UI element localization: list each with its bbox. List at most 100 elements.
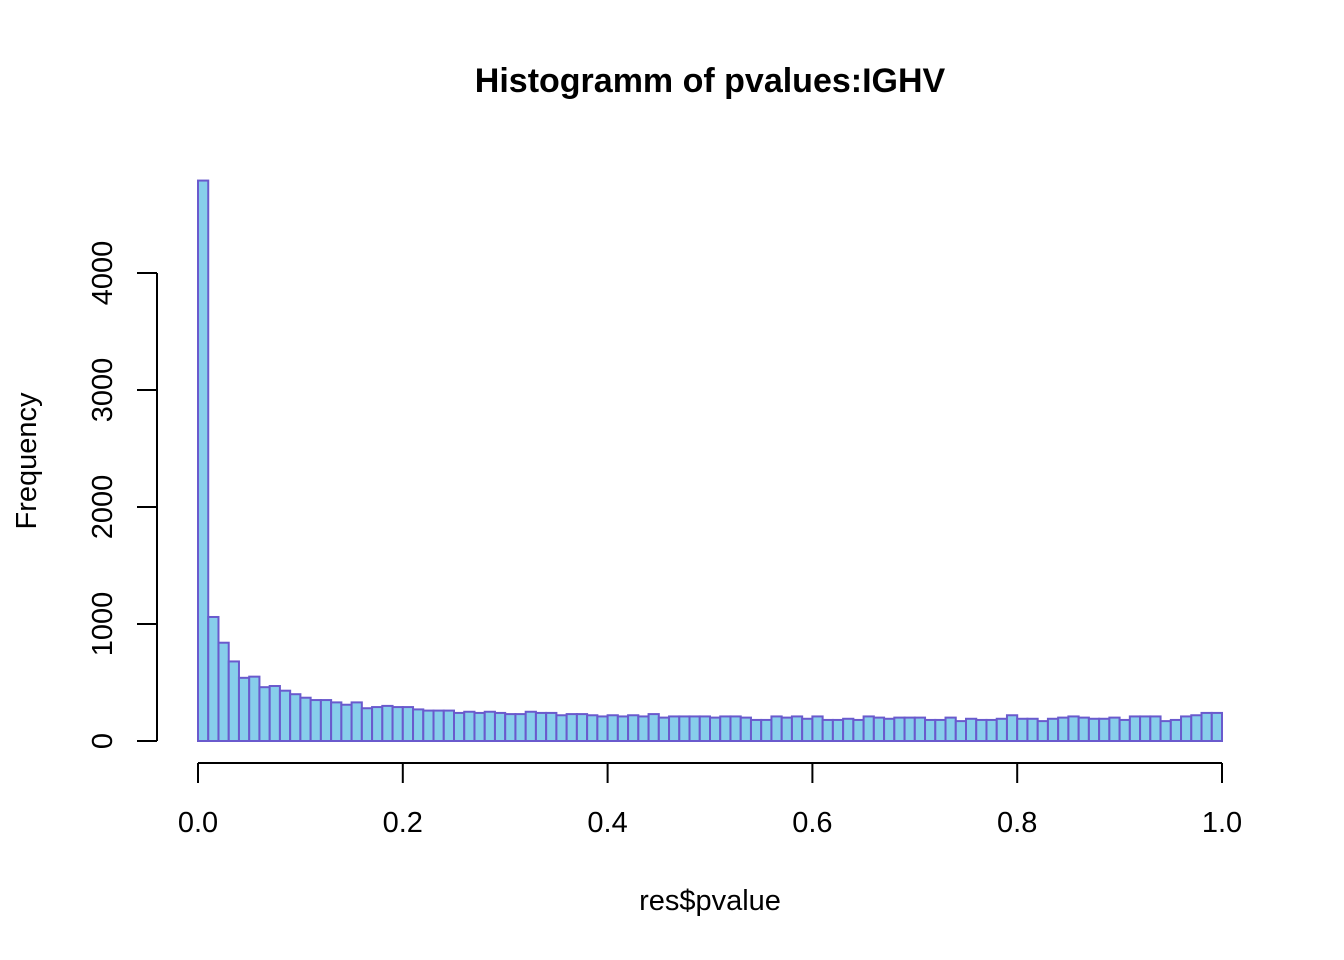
histogram-bar xyxy=(309,699,322,742)
y-tick-label: 2000 xyxy=(87,475,119,540)
x-tick-label: 1.0 xyxy=(1202,807,1242,839)
histogram-bar xyxy=(780,716,793,742)
histogram-bar xyxy=(1139,715,1152,742)
histogram-bar xyxy=(1200,711,1213,742)
histogram-bar xyxy=(1210,711,1224,742)
histogram-bar xyxy=(319,699,333,742)
histogram-bar xyxy=(944,716,957,742)
histogram-bar xyxy=(504,713,517,743)
histogram-bar xyxy=(555,714,568,743)
histogram-bar xyxy=(1169,718,1183,743)
y-ticks-group: 0 1000 2000 3000 4000 xyxy=(87,241,157,749)
histogram-bar xyxy=(913,716,927,742)
histogram-bar xyxy=(299,696,312,743)
histogram-bar xyxy=(770,715,783,742)
histogram-bar xyxy=(719,715,732,742)
histogram-bar xyxy=(668,715,681,742)
histogram-bar xyxy=(350,701,363,743)
y-axis-label: Frequency xyxy=(11,392,43,530)
histogram-bar xyxy=(586,714,599,743)
histogram-bar xyxy=(391,706,404,743)
histogram-bar xyxy=(739,716,752,742)
histogram-bar xyxy=(453,711,466,742)
histogram-bar xyxy=(473,711,486,742)
histogram-bar xyxy=(688,715,701,742)
histogram-bar xyxy=(207,615,220,742)
histogram-bar xyxy=(1180,715,1193,742)
histogram-bar xyxy=(760,718,773,743)
histogram-bar xyxy=(1077,716,1090,742)
chart-title: Histogramm of pvalues:IGHV xyxy=(475,62,946,100)
histogram-bar xyxy=(1057,716,1070,742)
histogram-bar xyxy=(811,715,824,742)
histogram-bar xyxy=(534,711,548,742)
histogram-bar xyxy=(596,715,609,742)
histogram-bar xyxy=(278,689,292,743)
y-tick-label: 0 xyxy=(87,733,119,749)
histogram-bar xyxy=(1026,717,1039,743)
histogram-bar xyxy=(1159,720,1172,742)
histogram-bar xyxy=(934,718,947,743)
histogram-bar xyxy=(381,704,394,743)
histogram-bar xyxy=(514,713,527,743)
x-tick-label: 0.2 xyxy=(383,807,423,839)
histogram-bar xyxy=(1046,717,1060,743)
histogram-bar xyxy=(1098,717,1111,743)
histogram-bar xyxy=(831,718,845,743)
histogram-bar xyxy=(995,717,1008,743)
x-tick-label: 0.0 xyxy=(178,807,218,839)
histogram-bar xyxy=(524,710,537,742)
histogram-bar xyxy=(872,716,886,742)
y-tick-label: 1000 xyxy=(87,592,119,657)
histogram-bar xyxy=(565,713,578,743)
x-tick-label: 0.6 xyxy=(792,807,832,839)
histogram-bar xyxy=(401,706,415,743)
histogram-bar xyxy=(330,701,343,743)
histogram-bar xyxy=(1128,715,1142,742)
histogram-bar xyxy=(657,716,671,742)
x-axis-label: res$pvalue xyxy=(639,885,781,917)
histogram-bar xyxy=(268,685,281,743)
histogram-bar xyxy=(842,717,855,743)
histogram-bar xyxy=(1118,718,1131,743)
histogram-bar xyxy=(289,693,302,743)
y-tick-label: 3000 xyxy=(87,358,119,423)
histogram-bar xyxy=(678,715,691,742)
histogram-bar xyxy=(493,711,507,742)
histogram-bar xyxy=(903,716,916,742)
y-tick-label: 4000 xyxy=(87,241,119,306)
histogram-bar xyxy=(217,641,230,742)
histogram-bar xyxy=(709,716,722,742)
histogram-bar xyxy=(442,709,456,743)
x-tick-label: 0.8 xyxy=(997,807,1037,839)
histogram-bar xyxy=(432,709,445,743)
histogram-bar xyxy=(227,660,240,742)
x-tick-label: 0.4 xyxy=(587,807,627,839)
histogram-bar xyxy=(1108,716,1121,742)
x-ticks-group: 0.0 0.2 0.4 0.6 0.8 1.0 xyxy=(178,763,1242,839)
histogram-bar xyxy=(606,714,619,743)
histogram-bar xyxy=(1016,717,1029,743)
histogram-bar xyxy=(197,179,210,742)
histogram-bar xyxy=(340,703,353,742)
histogram-bar xyxy=(422,709,435,743)
histogram-bar xyxy=(883,717,896,743)
bars-group xyxy=(197,179,1224,743)
histogram-bar xyxy=(258,686,271,742)
histogram-bar xyxy=(647,713,660,743)
histogram-bar xyxy=(893,716,906,742)
histogram-bar xyxy=(575,713,589,743)
histogram-bar xyxy=(371,706,384,743)
histogram-bar xyxy=(237,676,251,743)
histogram-bar xyxy=(616,715,630,742)
histogram-bar xyxy=(698,715,712,742)
histogram-bar xyxy=(627,714,640,743)
histogram-bar xyxy=(965,717,978,743)
histogram-bar xyxy=(637,715,650,742)
histogram-bar xyxy=(248,675,261,743)
histogram-bar xyxy=(1149,715,1162,742)
histogram-bar xyxy=(790,715,804,742)
histogram-bar xyxy=(1036,720,1049,742)
histogram-bar xyxy=(801,717,814,743)
